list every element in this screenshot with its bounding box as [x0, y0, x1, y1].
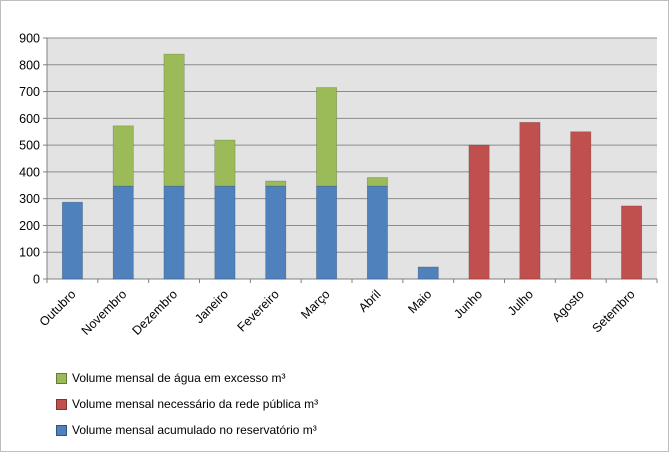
bar-segment-setembro-series-2 [621, 205, 643, 280]
y-tick-label: 100 [19, 246, 40, 260]
x-tick-label: Agosto [549, 287, 586, 324]
x-tick-label: Fevereiro [235, 287, 282, 334]
bar-segment-abril-series-1 [366, 177, 388, 187]
plot-area [47, 38, 657, 279]
bar-segment-dezembro-series-0 [163, 185, 185, 280]
x-tick-label: Dezembro [130, 287, 181, 338]
bar-segment-janeiro-series-1 [214, 139, 236, 187]
bar-segment-mar-o-series-0 [316, 185, 338, 280]
bar-segment-outubro-series-0 [61, 201, 83, 280]
bar-segment-abril-series-0 [366, 185, 388, 280]
legend-item: Volume mensal acumulado no reservatório … [56, 420, 318, 440]
legend-swatch [56, 398, 67, 410]
y-tick-label: 900 [19, 32, 40, 46]
bar-segment-junho-series-2 [468, 144, 490, 280]
legend-label: Volume mensal de água em excesso m³ [72, 371, 286, 385]
x-tick-label: Outubro [37, 287, 79, 329]
bar-segment-novembro-series-1 [112, 125, 134, 187]
y-tick-label: 300 [19, 192, 40, 206]
bar-segment-fevereiro-series-1 [265, 180, 287, 187]
x-tick-label: Janeiro [192, 287, 231, 326]
x-tick-label: Setembro [589, 287, 637, 335]
x-tick-label: Novembro [79, 287, 130, 338]
y-tick-label: 800 [19, 58, 40, 72]
x-tick-label: Maio [405, 287, 434, 316]
bar-segment-mar-o-series-1 [316, 87, 338, 187]
y-tick-label: 0 [33, 273, 40, 287]
legend: Volume mensal de água em excesso m³ Volum… [56, 368, 318, 446]
bar-segment-fevereiro-series-0 [265, 185, 287, 280]
y-tick-label: 400 [19, 165, 40, 179]
y-tick-label: 500 [19, 139, 40, 153]
bar-segment-dezembro-series-1 [163, 53, 185, 187]
legend-swatch [56, 424, 67, 436]
y-tick-label: 700 [19, 85, 40, 99]
y-tick-label: 200 [19, 219, 40, 233]
legend-item: Volume mensal necessário da rede pública… [56, 394, 318, 414]
bar-segment-novembro-series-0 [112, 185, 134, 280]
x-tick-label: Abril [356, 287, 384, 315]
legend-label: Volume mensal necessário da rede pública… [72, 397, 319, 411]
legend-item: Volume mensal de água em excesso m³ [56, 368, 318, 388]
y-tick-label: 600 [19, 112, 40, 126]
legend-label: Volume mensal acumulado no reservatório … [72, 423, 317, 437]
x-tick-label: Julho [505, 287, 536, 318]
bar-segment-agosto-series-2 [570, 131, 592, 280]
bar-segment-julho-series-2 [519, 122, 541, 280]
x-tick-label: Março [298, 287, 332, 321]
bar-segment-janeiro-series-0 [214, 185, 236, 280]
x-tick-label: Junho [451, 287, 485, 321]
bar-segment-maio-series-0 [417, 266, 439, 280]
legend-swatch [56, 372, 67, 384]
